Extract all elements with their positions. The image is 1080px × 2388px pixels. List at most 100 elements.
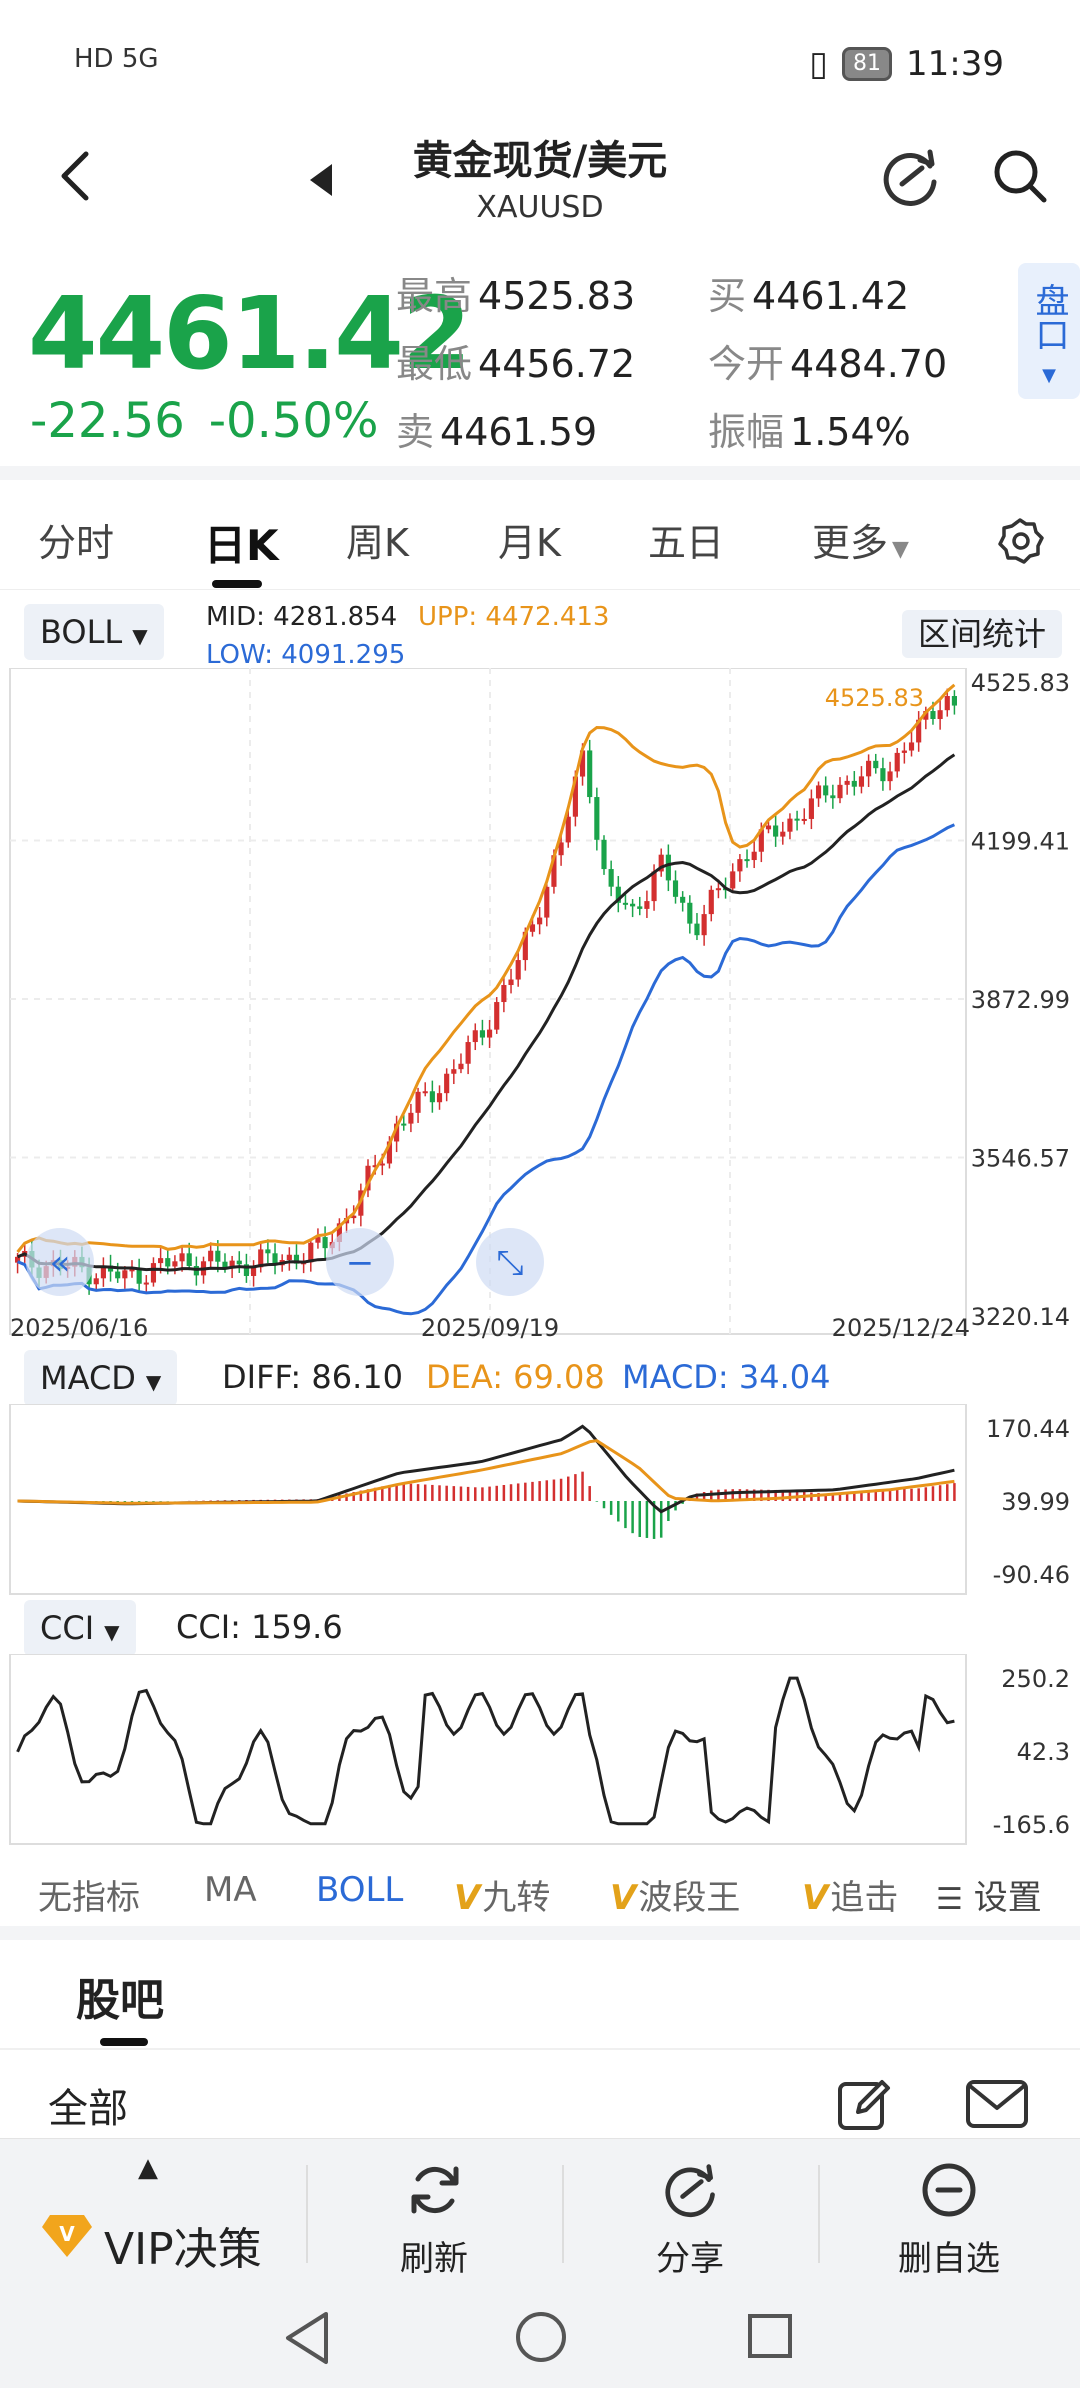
tab-monthly-k[interactable]: 月K xyxy=(498,521,561,565)
candle-body xyxy=(386,1141,393,1164)
community-tab[interactable]: 股吧 xyxy=(76,1975,164,2026)
refresh-label: 刷新 xyxy=(400,2239,468,2279)
tab-more[interactable]: 更多 ▼ xyxy=(812,512,909,567)
candle-body xyxy=(844,780,850,785)
sell-cell: 卖 4461.59 xyxy=(396,401,597,456)
tab-daily-k[interactable]: 日K xyxy=(204,521,279,570)
indicator-tab-wave-king[interactable]: V波段王 xyxy=(610,1870,740,1919)
back-icon[interactable] xyxy=(56,146,96,206)
share-button[interactable]: 分享 xyxy=(562,2139,818,2289)
prev-symbol-icon[interactable] xyxy=(306,162,336,198)
tab-more-label: 更多 xyxy=(812,521,889,565)
candle-body xyxy=(472,1030,478,1043)
nav-back-icon[interactable] xyxy=(282,2310,332,2366)
low-value: 4456.72 xyxy=(478,342,636,386)
candlestick-chart[interactable]: 4525.83 4199.41 3872.99 3546.57 3220.14 4525.… xyxy=(0,668,1080,1348)
share-label: 分享 xyxy=(656,2239,724,2279)
main-indicator-dropdown[interactable]: BOLL ▼ xyxy=(24,604,164,660)
caret-up-icon: ▲ xyxy=(138,2153,158,2183)
candle-body xyxy=(458,1063,464,1070)
nav-home-icon[interactable] xyxy=(514,2310,568,2364)
share-icon[interactable] xyxy=(880,146,942,208)
refresh-button[interactable]: 刷新 xyxy=(306,2139,562,2289)
cci-chart[interactable]: 250.2 42.3 -165.6 xyxy=(0,1654,1080,1848)
y-axis-label: 4525.83 xyxy=(971,669,1070,697)
candle-body xyxy=(522,931,528,961)
y-axis-label: 39.99 xyxy=(1001,1488,1070,1516)
open-label: 今开 xyxy=(708,342,785,386)
edit-icon[interactable] xyxy=(834,2074,894,2134)
open-cell: 今开 4484.70 xyxy=(708,333,947,388)
candle-body xyxy=(551,855,557,887)
macd-dropdown[interactable]: MACD ▼ xyxy=(24,1350,178,1406)
candle-body xyxy=(780,831,786,837)
indicator-tab-chase[interactable]: V追击 xyxy=(802,1870,930,1919)
y-axis-label: 170.44 xyxy=(986,1415,1070,1443)
page-title: 黄金现货/美元 xyxy=(412,138,668,184)
divider xyxy=(562,2165,564,2263)
candle-body xyxy=(944,696,950,711)
candle-body xyxy=(544,886,550,918)
y-axis-label: 3220.14 xyxy=(971,1303,1070,1331)
candle-body xyxy=(429,1091,435,1103)
candle-body xyxy=(186,1253,192,1266)
candle-body xyxy=(665,854,671,881)
cci-line xyxy=(16,1676,955,1826)
candle-body xyxy=(515,960,521,980)
expand-icon xyxy=(476,1228,544,1296)
candle-body xyxy=(837,784,843,799)
candle-body xyxy=(572,776,578,817)
indicator-tab-ma[interactable]: MA xyxy=(204,1870,257,1910)
indicator-tab-none[interactable]: 无指标 xyxy=(38,1878,140,1918)
open-value: 4484.70 xyxy=(790,342,948,386)
candle-body xyxy=(115,1271,121,1279)
candle-body xyxy=(751,851,757,861)
gear-icon[interactable] xyxy=(996,516,1044,564)
candle-body xyxy=(851,780,857,787)
macd-dea-line xyxy=(17,1439,955,1505)
tab-intraday[interactable]: 分时 xyxy=(38,521,115,565)
tab-five-day[interactable]: 五日 xyxy=(648,521,725,565)
divider xyxy=(818,2165,820,2263)
indicator-settings-label: 设置 xyxy=(973,1878,1042,1918)
indicator-tab-chase-label: 追击 xyxy=(830,1878,899,1918)
search-icon[interactable] xyxy=(990,146,1050,206)
network-indicator: HD 5G xyxy=(74,44,159,74)
remove-watchlist-button[interactable]: 删自选 xyxy=(818,2139,1080,2289)
candle-body xyxy=(823,785,829,796)
candle-body xyxy=(908,742,915,751)
y-axis-label: 4199.41 xyxy=(971,827,1070,855)
tab-weekly-k[interactable]: 周K xyxy=(346,521,409,565)
candle-body xyxy=(787,818,793,832)
candle-body xyxy=(401,1123,407,1126)
range-stats-button[interactable]: 区间统计 xyxy=(901,610,1062,658)
indicator-tab-nine-turn-label: 九转 xyxy=(482,1878,551,1918)
indicator-tab-nine-turn[interactable]: V九转 xyxy=(454,1870,550,1919)
mail-icon[interactable] xyxy=(964,2076,1030,2132)
boll-low-legend: LOW: 4091.295 xyxy=(206,640,406,670)
nav-recents-icon[interactable] xyxy=(746,2312,794,2360)
indicator-settings-button[interactable]: ☰ 设置 xyxy=(930,1870,1042,1919)
macd-indicator-bar: MACD ▼ DIFF: 86.10 DEA: 69.08 MACD: 34.04 xyxy=(0,1350,1080,1410)
vip-decision-button[interactable]: ▲ V VIP决策 xyxy=(0,2139,306,2289)
scroll-left-icon-glyph: « xyxy=(50,1243,71,1283)
indicator-tab-boll[interactable]: BOLL xyxy=(316,1870,404,1910)
candle-body xyxy=(537,917,543,925)
battery-icon: 81 xyxy=(842,47,893,81)
high-value: 4525.83 xyxy=(478,274,636,318)
candle-body xyxy=(644,901,650,909)
macd-chart[interactable]: 170.44 39.99 -90.46 xyxy=(0,1404,1080,1600)
cci-dropdown[interactable]: CCI ▼ xyxy=(24,1600,136,1656)
divider xyxy=(0,2048,1080,2050)
candle-body xyxy=(808,798,814,819)
y-axis-label: -90.46 xyxy=(993,1561,1070,1589)
candle-body xyxy=(880,768,886,782)
candle-body xyxy=(351,1215,357,1219)
low-cell: 最低 4456.72 xyxy=(396,333,635,388)
order-book-button[interactable]: 盘口 ▼ xyxy=(1018,263,1080,399)
filter-all[interactable]: 全部 xyxy=(48,2086,128,2132)
candle-body xyxy=(951,696,957,706)
low-label: 最低 xyxy=(396,342,473,386)
change-value: -22.56 xyxy=(30,393,185,449)
candle-body xyxy=(236,1260,242,1265)
